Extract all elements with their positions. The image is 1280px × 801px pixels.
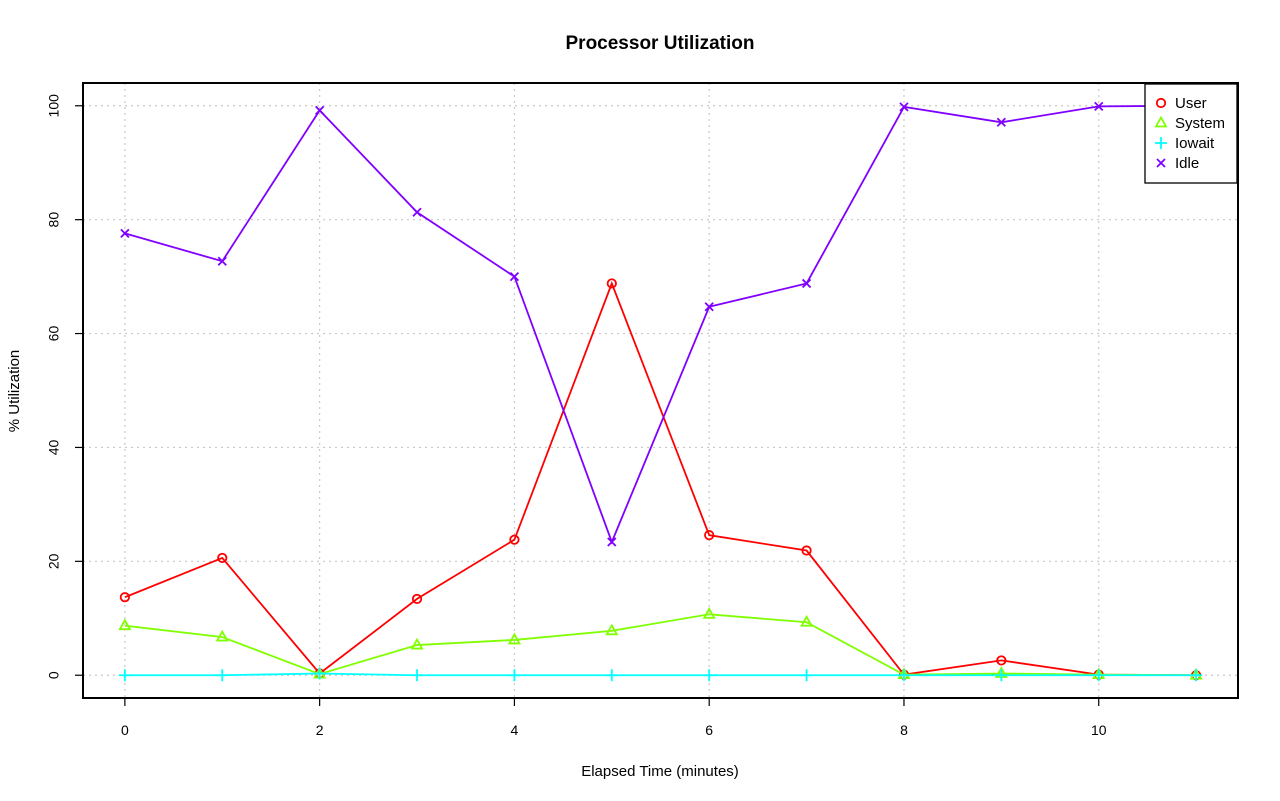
- data-point-iowait: [1092, 669, 1105, 682]
- data-point-user: [996, 655, 1007, 666]
- y-axis: 0 20 40 60 80 100: [46, 94, 83, 679]
- y-tick-label: 100: [46, 94, 62, 118]
- data-point-idle: [509, 271, 520, 282]
- legend-marker-system: [1154, 115, 1168, 128]
- series-user: [119, 278, 1202, 681]
- x-tick-label: 6: [705, 722, 713, 738]
- chart-title: Processor Utilization: [566, 33, 755, 54]
- data-point-user: [217, 552, 228, 564]
- y-tick-label: 60: [46, 326, 62, 342]
- data-point-idle: [217, 256, 227, 266]
- legend-label-iowait: Iowait: [1175, 135, 1215, 152]
- series-iowait: [118, 667, 1203, 682]
- plot-frame: [82, 82, 1239, 699]
- legend-marker-idle: [1156, 158, 1166, 168]
- data-point-iowait: [800, 669, 813, 682]
- x-tick-label: 0: [121, 722, 129, 738]
- series-line-iowait: [124, 672, 1197, 677]
- x-axis: 0 2 4 6 8 10: [121, 697, 1107, 738]
- x-tick-label: 4: [511, 722, 519, 738]
- data-point-iowait: [703, 669, 716, 682]
- y-tick-label: 20: [46, 553, 62, 569]
- series-line-idle: [124, 104, 1197, 545]
- series-idle: [120, 101, 1201, 547]
- legend-marker-iowait: [1155, 137, 1167, 149]
- legend-box: [1144, 83, 1238, 184]
- data-point-idle: [801, 278, 812, 289]
- x-axis-label: Elapsed Time (minutes): [581, 763, 739, 780]
- grid: [83, 83, 1238, 698]
- legend-items: User System Iowait Idle: [1154, 95, 1225, 172]
- series-system: [118, 606, 1203, 680]
- y-tick-label: 40: [46, 439, 62, 455]
- legend-label-system: System: [1175, 115, 1225, 132]
- data-point-idle: [1094, 101, 1104, 111]
- data-point-idle: [899, 102, 909, 112]
- data-point-user: [411, 593, 423, 605]
- data-point-idle: [412, 207, 422, 217]
- data-point-system: [800, 614, 814, 627]
- x-tick-label: 8: [900, 722, 908, 738]
- data-point-user: [119, 592, 130, 603]
- data-point-iowait: [118, 669, 131, 682]
- data-point-idle: [704, 302, 714, 312]
- legend-item-user: User: [1155, 95, 1207, 112]
- legend-item-system: System: [1154, 115, 1225, 132]
- y-axis-label: % Utilization: [6, 350, 23, 433]
- data-point-system: [702, 606, 716, 619]
- data-point-user: [704, 530, 715, 541]
- data-point-iowait: [995, 669, 1008, 682]
- data-point-idle: [120, 228, 130, 238]
- x-tick-label: 2: [316, 722, 324, 738]
- x-tick-label: 10: [1091, 722, 1107, 738]
- series-line-system: [124, 613, 1197, 677]
- data-point-iowait: [605, 669, 618, 682]
- y-tick-label: 0: [46, 671, 62, 679]
- data-point-system: [605, 623, 619, 636]
- data-point-iowait: [313, 667, 326, 680]
- data-point-iowait: [1190, 669, 1203, 682]
- series-line-user: [124, 280, 1197, 677]
- data-point-system: [118, 618, 132, 631]
- data-point-idle: [996, 117, 1006, 127]
- data-point-iowait: [508, 669, 521, 682]
- y-tick-label: 80: [46, 212, 62, 228]
- data-point-user: [509, 534, 520, 545]
- data-point-system: [215, 629, 229, 642]
- legend: User System Iowait Idle: [1144, 83, 1238, 184]
- series-layer: [118, 101, 1203, 682]
- data-point-system: [410, 637, 424, 650]
- data-point-system: [507, 632, 521, 645]
- legend-label-user: User: [1175, 95, 1207, 112]
- data-point-user: [606, 278, 617, 289]
- legend-marker-user: [1155, 97, 1167, 109]
- data-point-user: [801, 545, 812, 556]
- data-point-iowait: [216, 669, 229, 682]
- legend-item-iowait: Iowait: [1155, 135, 1215, 152]
- data-point-iowait: [897, 669, 910, 682]
- legend-item-idle: Idle: [1156, 155, 1199, 172]
- data-point-idle: [315, 105, 325, 115]
- data-point-idle: [607, 537, 617, 547]
- legend-label-idle: Idle: [1175, 155, 1199, 172]
- data-point-iowait: [411, 669, 424, 682]
